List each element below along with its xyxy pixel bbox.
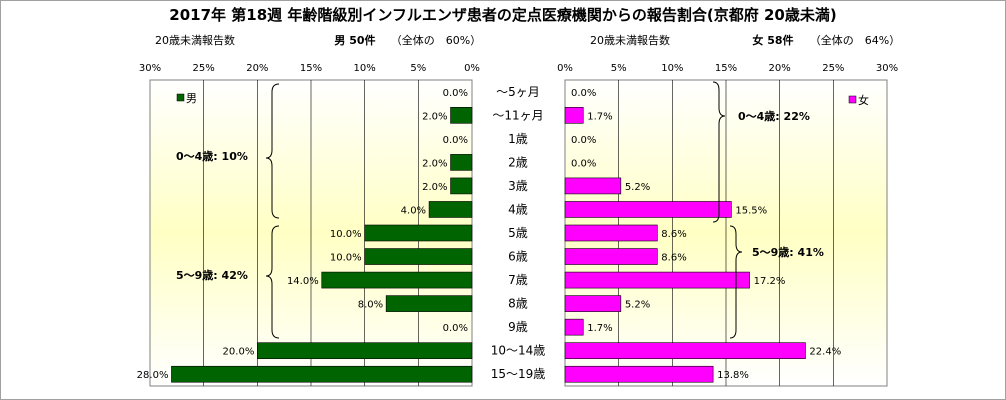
male-bar	[321, 271, 473, 289]
axis-ticks: 0% 5% 10% 15% 20% 25% 30% 30% 25% 20% 15% 10% 5% 0%	[139, 63, 898, 74]
female-data-label: 1.7%	[587, 323, 612, 334]
category-label: ～11ヶ月	[492, 108, 543, 122]
female-bar	[564, 318, 584, 336]
male-data-label: 28.0%	[137, 370, 169, 381]
female-data-label: 17.2%	[754, 276, 786, 287]
male-data-label: 0.0%	[443, 323, 468, 334]
female-data-label: 0.0%	[571, 88, 596, 99]
female-bar	[564, 365, 714, 383]
female-data-label: 15.5%	[735, 205, 767, 216]
male-data-label: 10.0%	[330, 229, 362, 240]
male-bracket-0-4	[265, 83, 280, 219]
male-x-tick-label: 20%	[246, 63, 268, 74]
category-label: 9歳	[508, 320, 528, 334]
female-x-tick-label: 20%	[769, 63, 791, 74]
male-bar	[450, 177, 473, 195]
category-label: 3歳	[508, 179, 528, 193]
female-x-tick-label: 15%	[715, 63, 737, 74]
female-bar	[564, 177, 622, 195]
category-label: 5歳	[508, 226, 528, 240]
male-x-tick-label: 0%	[464, 63, 480, 74]
female-bar	[564, 342, 806, 359]
category-label: 15～19歳	[491, 367, 546, 381]
female-x-tick-label: 30%	[876, 63, 898, 74]
female-data-label: 5.2%	[625, 300, 650, 311]
female-share: （全体の 64%）	[810, 33, 900, 47]
female-x-tick-label: 5%	[611, 63, 627, 74]
female-bar	[564, 107, 584, 124]
male-bar	[450, 154, 473, 171]
male-group-label-5-9: 5～9歳: 42%	[176, 268, 248, 282]
male-count-label: 20歳未満報告数	[155, 34, 235, 47]
female-data-label: 1.7%	[587, 111, 612, 122]
category-label: 10～14歳	[491, 344, 546, 358]
female-data-label: 5.2%	[625, 182, 650, 193]
male-data-label: 8.0%	[358, 300, 383, 311]
male-share: （全体の 60%）	[391, 33, 481, 47]
female-data-label: 8.6%	[661, 229, 686, 240]
male-x-tick-label: 5%	[410, 63, 426, 74]
female-x-tick-label: 0%	[557, 63, 573, 74]
female-data-label: 0.0%	[571, 135, 596, 146]
male-bar	[364, 248, 473, 265]
male-bar	[257, 342, 473, 359]
male-data-label: 2.0%	[422, 182, 447, 193]
female-group-label-5-9: 5～9歳: 41%	[752, 245, 824, 259]
female-bracket-5-9	[729, 225, 743, 339]
chart-title: 2017年 第18週 年齢階級別インフルエンザ患者の定点医療機関からの報告割合(…	[169, 6, 836, 24]
male-data-label: 0.0%	[443, 135, 468, 146]
category-label: 6歳	[508, 250, 528, 264]
female-bar	[564, 201, 732, 218]
female-group-label-0-4: 0～4歳: 22%	[738, 109, 810, 123]
male-legend-swatch	[176, 93, 185, 102]
male-bar	[428, 201, 473, 218]
female-count-label: 20歳未満報告数	[590, 34, 670, 47]
female-summary: 女 58件	[752, 33, 793, 47]
male-bar	[171, 365, 473, 383]
female-x-tick-label: 10%	[661, 63, 683, 74]
category-label: 1歳	[508, 132, 528, 146]
category-label: 2歳	[508, 155, 528, 169]
male-x-tick-label: 15%	[300, 63, 322, 74]
male-summary: 男 50件	[334, 33, 375, 47]
bars	[171, 107, 806, 383]
male-x-tick-label: 25%	[193, 63, 215, 74]
male-data-label: 4.0%	[401, 205, 426, 216]
male-group-label-0-4: 0～4歳: 10%	[176, 149, 248, 163]
female-bar	[564, 224, 658, 242]
male-data-label: 20.0%	[223, 347, 255, 358]
data-labels: 0.0% 0.0% 2.0% 1.7% 0.0% 0.0% 2.0% 0.0% 2.0% 5.2%…	[137, 88, 842, 381]
male-data-label: 14.0%	[287, 276, 319, 287]
category-label: ～5ヶ月	[496, 85, 540, 99]
female-bar	[564, 271, 750, 289]
female-bracket-0-4	[712, 81, 726, 223]
male-data-label: 2.0%	[422, 158, 447, 169]
female-bar	[564, 295, 622, 312]
female-legend-swatch	[848, 95, 857, 104]
female-legend-label: 女	[858, 93, 869, 107]
category-labels: ～5ヶ月 ～11ヶ月 1歳 2歳 3歳 4歳 5歳 6歳 7歳 8歳 9歳 10～14歳 15～19歳	[491, 85, 546, 381]
male-x-tick-label: 30%	[139, 63, 161, 74]
male-bar	[364, 224, 473, 242]
female-bar	[564, 248, 658, 265]
female-data-label: 22.4%	[809, 347, 841, 358]
male-bracket-5-9	[265, 225, 280, 339]
female-data-label: 8.6%	[661, 253, 686, 264]
female-data-label: 0.0%	[571, 158, 596, 169]
female-x-tick-label: 25%	[822, 63, 844, 74]
male-data-label: 0.0%	[443, 88, 468, 99]
category-label: 7歳	[508, 273, 528, 287]
male-bar	[450, 107, 473, 124]
male-bar	[385, 295, 473, 312]
category-label: 4歳	[508, 202, 528, 216]
male-legend-label: 男	[186, 92, 197, 105]
male-data-label: 10.0%	[330, 253, 362, 264]
category-label: 8歳	[508, 297, 528, 311]
male-x-tick-label: 10%	[354, 63, 376, 74]
male-data-label: 2.0%	[422, 111, 447, 122]
female-data-label: 13.8%	[717, 370, 749, 381]
